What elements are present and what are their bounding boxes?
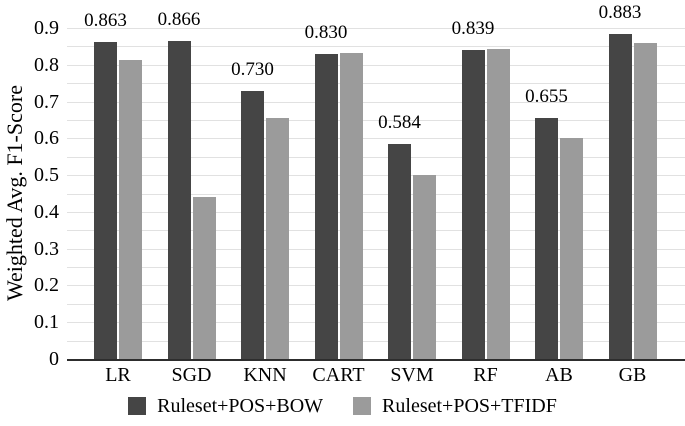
bar-gb-bow <box>608 34 632 359</box>
bar-lr-bow <box>94 41 117 359</box>
x-label-rf: RF <box>473 364 498 386</box>
gridline <box>67 193 685 195</box>
bar-rf-tfidf <box>486 49 510 359</box>
y-tick-0.5: 0.5 <box>34 164 59 187</box>
bar-sgd-tfidf <box>192 197 216 359</box>
bar-knn-tfidf <box>266 118 289 359</box>
x-label-gb: GB <box>618 364 647 386</box>
gridline <box>67 211 685 213</box>
legend-item-bow: Ruleset+POS+BOW <box>128 394 323 418</box>
gridline <box>67 64 685 66</box>
data-label-lr: 0.863 <box>84 9 127 31</box>
x-label-lr: LR <box>105 364 131 386</box>
data-label-gb: 0.883 <box>598 2 642 24</box>
y-tick-0.9: 0.9 <box>34 17 59 39</box>
legend-label-bow: Ruleset+POS+BOW <box>157 395 324 417</box>
y-tick-0.4: 0.4 <box>34 200 59 223</box>
data-label-cart: 0.830 <box>304 21 348 43</box>
data-label-knn: 0.730 <box>231 58 274 80</box>
gridline <box>67 138 685 140</box>
data-label-rf: 0.839 <box>451 18 495 40</box>
bar-cart-tfidf <box>339 52 363 359</box>
x-label-ab: AB <box>545 364 573 386</box>
gridline <box>67 230 685 232</box>
x-label-cart: CART <box>312 364 365 386</box>
bar-sgd-bow <box>167 40 191 359</box>
gridline <box>67 101 685 103</box>
y-tick-0.3: 0.3 <box>34 237 59 260</box>
bar-svm-bow <box>388 144 411 359</box>
x-label-knn: KNN <box>243 364 287 386</box>
bar-knn-bow <box>241 90 264 359</box>
bar-svm-tfidf <box>413 175 436 359</box>
gridline <box>67 28 685 29</box>
x-label-sgd: SGD <box>171 364 212 386</box>
data-label-sgd: 0.866 <box>157 8 201 30</box>
gridline <box>67 119 685 121</box>
y-tick-0.7: 0.7 <box>34 90 59 113</box>
y-axis-title: Weighted Avg. F1-Score <box>2 85 27 301</box>
gridline <box>67 322 685 324</box>
bar-gb-tfidf <box>633 42 657 359</box>
bar-ab-tfidf <box>560 137 583 359</box>
legend: Ruleset+POS+BOW Ruleset+POS+TFIDF <box>0 394 685 418</box>
gridline <box>67 156 685 158</box>
legend-label-tfidf: Ruleset+POS+TFIDF <box>382 395 557 417</box>
gridline <box>67 267 685 269</box>
y-tick-0.2: 0.2 <box>34 274 59 297</box>
y-tick-0.1: 0.1 <box>34 311 59 334</box>
plot-area: 0.863 0.866 0.730 0.830 0.584 0.839 0.655 0.883 <box>67 2 685 361</box>
x-label-svm: SVM <box>390 364 434 386</box>
bar-rf-bow <box>461 50 485 359</box>
gridline <box>67 175 685 177</box>
legend-swatch-bow <box>128 397 147 415</box>
gridline <box>67 46 685 48</box>
data-label-svm: 0.584 <box>378 112 421 134</box>
bar-lr-tfidf <box>119 60 142 359</box>
gridline <box>67 303 685 305</box>
y-tick-0.8: 0.8 <box>34 53 59 76</box>
data-label-ab: 0.655 <box>525 86 568 108</box>
gridline <box>67 83 685 85</box>
y-tick-0.6: 0.6 <box>34 127 59 150</box>
gridline <box>67 248 685 250</box>
legend-swatch-tfidf <box>353 397 372 415</box>
y-tick-0: 0 <box>49 348 59 370</box>
bar-cart-bow <box>314 53 338 359</box>
gridline <box>67 340 685 342</box>
legend-item-tfidf: Ruleset+POS+TFIDF <box>353 394 557 418</box>
gridline <box>67 285 685 287</box>
bar-ab-bow <box>535 118 558 359</box>
